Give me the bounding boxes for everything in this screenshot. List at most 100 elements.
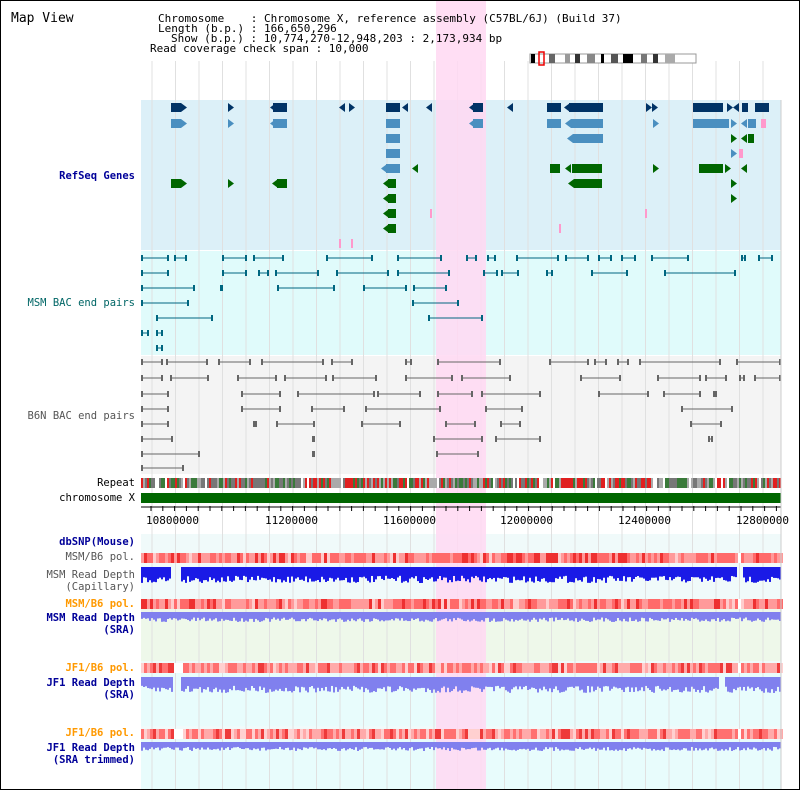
polymorphism-cell xyxy=(486,663,489,673)
read-depth-bar xyxy=(385,612,387,621)
track-label-repeat[interactable]: Repeat xyxy=(97,477,135,489)
read-depth-bar xyxy=(525,742,527,750)
read-depth-bar xyxy=(253,742,255,749)
repeat-feature xyxy=(417,478,419,488)
read-depth-bar xyxy=(375,742,377,750)
polymorphism-cell xyxy=(687,553,690,563)
polymorphism-cell xyxy=(222,553,225,563)
repeat-feature xyxy=(297,478,299,488)
read-depth-bar xyxy=(641,742,643,750)
read-depth-bar xyxy=(163,567,165,578)
polymorphism-cell xyxy=(633,553,636,563)
track-label-dbsnp[interactable]: dbSNP(Mouse) xyxy=(59,536,135,548)
repeat-feature xyxy=(551,478,553,488)
polymorphism-cell xyxy=(183,553,186,563)
read-depth-bar xyxy=(455,677,457,687)
repeat-feature xyxy=(569,478,571,488)
repeat-feature xyxy=(677,478,679,488)
b6n-bac-pair-end xyxy=(736,359,738,365)
read-depth-bar xyxy=(147,567,149,583)
b6n-bac-pair-end xyxy=(218,359,220,365)
read-depth-bar xyxy=(757,567,759,582)
track-label-jf1-b6-pol-1[interactable]: JF1/B6 pol. xyxy=(65,662,135,674)
read-depth-bar xyxy=(489,567,491,578)
track-label-jf1-depth-sra[interactable]: JF1 Read Depth xyxy=(46,677,135,689)
read-depth-bar xyxy=(499,567,501,579)
read-depth-bar xyxy=(601,677,603,692)
read-depth-bar xyxy=(725,567,727,581)
read-depth-bar xyxy=(285,742,287,749)
polymorphism-cell xyxy=(330,553,333,563)
track-label-jf1-depth-trimmed[interactable]: JF1 Read Depth xyxy=(46,742,135,754)
read-depth-bar xyxy=(707,612,709,622)
read-depth-bar xyxy=(371,567,373,576)
gene-block xyxy=(273,119,287,128)
read-depth-bar xyxy=(155,742,157,748)
repeat-feature xyxy=(239,478,241,488)
track-label-jf1-b6-pol-2[interactable]: JF1/B6 pol. xyxy=(65,727,135,739)
read-depth-bar xyxy=(353,677,355,686)
read-depth-bar xyxy=(309,612,311,618)
polymorphism-cell xyxy=(255,553,258,563)
polymorphism-cell xyxy=(546,663,549,673)
track-label-refseq[interactable]: RefSeq Genes xyxy=(59,170,135,182)
polymorphism-cell xyxy=(402,729,405,739)
track-label-msm-depth-capillary[interactable]: MSM Read Depth xyxy=(46,569,135,581)
track-label-msm-b6-pol-1[interactable]: MSM/B6 pol. xyxy=(65,551,135,563)
track-label-b6n-bac[interactable]: B6N BAC end pairs xyxy=(27,410,135,422)
polymorphism-cell xyxy=(702,599,705,609)
read-depth-bar xyxy=(667,567,669,581)
repeat-feature xyxy=(731,478,733,488)
read-depth-bar xyxy=(169,567,171,579)
gene-block xyxy=(572,164,602,173)
polymorphism-cell xyxy=(159,599,162,609)
polymorphism-cell xyxy=(657,553,660,563)
repeat-feature xyxy=(345,478,347,488)
read-depth-bar xyxy=(333,612,335,620)
read-depth-bar xyxy=(707,567,709,581)
gene-block xyxy=(547,103,561,112)
polymorphism-cell xyxy=(513,553,516,563)
read-depth-bar xyxy=(495,742,497,749)
b6n-bac-pair-end xyxy=(715,391,717,397)
read-depth-bar xyxy=(379,742,381,750)
read-depth-bar xyxy=(757,612,759,619)
read-depth-bar xyxy=(193,612,195,618)
read-depth-bar xyxy=(569,567,571,582)
polymorphism-cell xyxy=(171,599,174,609)
polymorphism-cell xyxy=(468,553,471,563)
read-depth-bar xyxy=(465,567,467,582)
polymorphism-cell xyxy=(516,599,519,609)
read-depth-bar xyxy=(661,567,663,577)
repeat-feature xyxy=(339,478,341,488)
read-depth-bar xyxy=(209,677,211,692)
read-depth-bar xyxy=(739,677,741,687)
highlight-region xyxy=(436,1,486,789)
polymorphism-cell xyxy=(399,663,402,673)
polymorphism-cell xyxy=(708,729,711,739)
polymorphism-cell xyxy=(285,599,288,609)
gene-block xyxy=(351,239,353,248)
read-depth-bar xyxy=(211,612,213,621)
polymorphism-cell xyxy=(600,729,603,739)
read-depth-bar xyxy=(507,567,509,578)
gene-block xyxy=(550,164,560,173)
polymorphism-cell xyxy=(678,729,681,739)
track-label-msm-bac[interactable]: MSM BAC end pairs xyxy=(27,297,135,309)
read-depth-bar xyxy=(445,742,447,751)
polymorphism-cell xyxy=(747,553,750,563)
polymorphism-cell xyxy=(441,663,444,673)
polymorphism-cell xyxy=(564,553,567,563)
track-label-msm-depth-sra[interactable]: MSM Read Depth xyxy=(46,612,135,624)
repeat-feature xyxy=(769,478,771,488)
read-depth-bar xyxy=(529,742,531,751)
read-depth-bar xyxy=(363,742,365,748)
polymorphism-cell xyxy=(339,599,342,609)
track-label-msm-b6-pol-2[interactable]: MSM/B6 pol. xyxy=(65,598,135,610)
repeat-feature xyxy=(377,478,379,488)
polymorphism-cell xyxy=(447,599,450,609)
polymorphism-cell xyxy=(723,729,726,739)
read-depth-bar xyxy=(291,567,293,577)
polymorphism-cell xyxy=(720,729,723,739)
